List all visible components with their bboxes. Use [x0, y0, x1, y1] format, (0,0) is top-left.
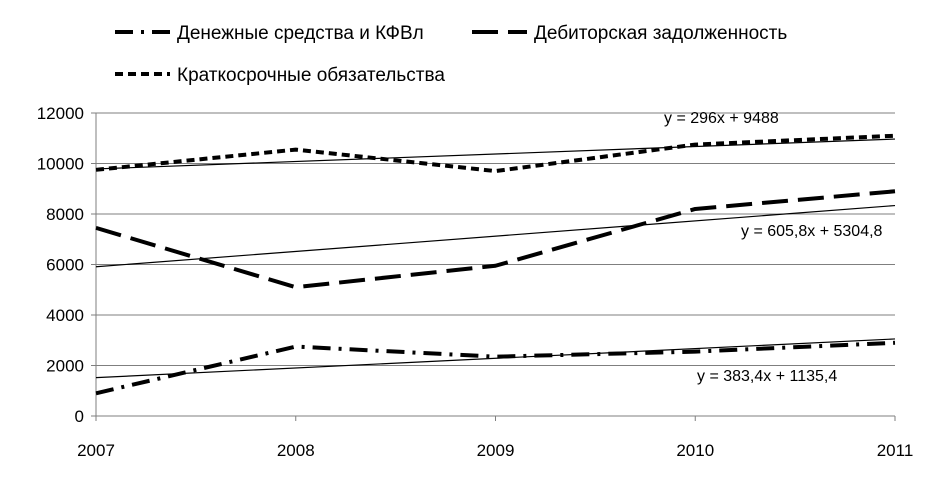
y-tick-label: 10000: [37, 155, 84, 174]
y-tick-label: 4000: [46, 306, 84, 325]
series-line-1: [95, 340, 896, 396]
x-tick-label: 2007: [77, 441, 115, 460]
x-tick-label: 2011: [877, 441, 914, 460]
chart-series: [95, 133, 896, 396]
chart-trendlines: [95, 138, 896, 379]
legend-label-3: Краткосрочные обязательства: [177, 65, 445, 86]
chart-tick-labels: 0 2000 4000 6000 8000 10000 12000 2007 2008 2009 2…: [37, 104, 914, 460]
legend-label-2: Дебиторская задолженность: [534, 23, 787, 44]
trendline-series-2: [95, 204, 896, 268]
y-tick-label: 6000: [46, 256, 84, 275]
y-tick-label: 2000: [46, 357, 84, 376]
trendline-label-1: y = 383,4x + 1135,4: [697, 368, 837, 385]
trendline-series-3: [95, 138, 896, 170]
x-tick-label: 2008: [277, 441, 315, 460]
series-line-2: [95, 189, 896, 290]
chart-legend: Денежные средства и КФВл Дебиторская задо…: [115, 23, 787, 86]
y-tick-label: 12000: [37, 104, 84, 123]
trendline-label-3: y = 296x + 9488: [664, 110, 779, 127]
x-tick-label: 2009: [477, 441, 515, 460]
y-tick-label: 0: [75, 407, 84, 426]
chart-axes: [91, 112, 896, 421]
trendline-series-1: [95, 338, 896, 379]
y-tick-label: 8000: [46, 205, 84, 224]
x-tick-label: 2010: [676, 441, 714, 460]
legend-label-1: Денежные средства и КФВл: [177, 23, 424, 44]
trendline-label-2: y = 605,8x + 5304,8: [741, 223, 883, 240]
chart-trendline-labels: y = 383,4x + 1135,4 y = 605,8x + 5304,8 y …: [664, 110, 883, 385]
series-line-3: [95, 133, 896, 174]
